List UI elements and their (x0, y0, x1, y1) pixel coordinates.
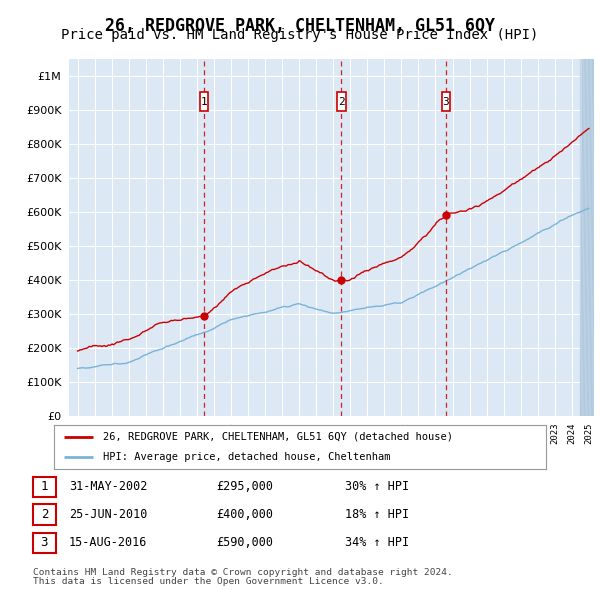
Text: This data is licensed under the Open Government Licence v3.0.: This data is licensed under the Open Gov… (33, 577, 384, 586)
Text: HPI: Average price, detached house, Cheltenham: HPI: Average price, detached house, Chel… (103, 452, 391, 462)
Text: £590,000: £590,000 (216, 536, 273, 549)
Text: 3: 3 (443, 97, 449, 107)
FancyBboxPatch shape (337, 93, 346, 111)
Text: 31-MAY-2002: 31-MAY-2002 (69, 480, 148, 493)
Text: 3: 3 (41, 536, 48, 549)
Text: 30% ↑ HPI: 30% ↑ HPI (345, 480, 409, 493)
FancyBboxPatch shape (442, 93, 451, 111)
Text: 25-JUN-2010: 25-JUN-2010 (69, 508, 148, 521)
Text: 26, REDGROVE PARK, CHELTENHAM, GL51 6QY (detached house): 26, REDGROVE PARK, CHELTENHAM, GL51 6QY … (103, 432, 453, 442)
Text: 18% ↑ HPI: 18% ↑ HPI (345, 508, 409, 521)
Text: 26, REDGROVE PARK, CHELTENHAM, GL51 6QY: 26, REDGROVE PARK, CHELTENHAM, GL51 6QY (105, 17, 495, 35)
Text: 2: 2 (338, 97, 345, 107)
FancyBboxPatch shape (200, 93, 208, 111)
Text: 1: 1 (200, 97, 208, 107)
Text: 34% ↑ HPI: 34% ↑ HPI (345, 536, 409, 549)
Text: £295,000: £295,000 (216, 480, 273, 493)
Text: £400,000: £400,000 (216, 508, 273, 521)
Text: 1: 1 (41, 480, 48, 493)
Text: 15-AUG-2016: 15-AUG-2016 (69, 536, 148, 549)
Text: Price paid vs. HM Land Registry's House Price Index (HPI): Price paid vs. HM Land Registry's House … (61, 28, 539, 42)
Text: Contains HM Land Registry data © Crown copyright and database right 2024.: Contains HM Land Registry data © Crown c… (33, 568, 453, 577)
Text: 2: 2 (41, 508, 48, 521)
Polygon shape (580, 59, 594, 416)
